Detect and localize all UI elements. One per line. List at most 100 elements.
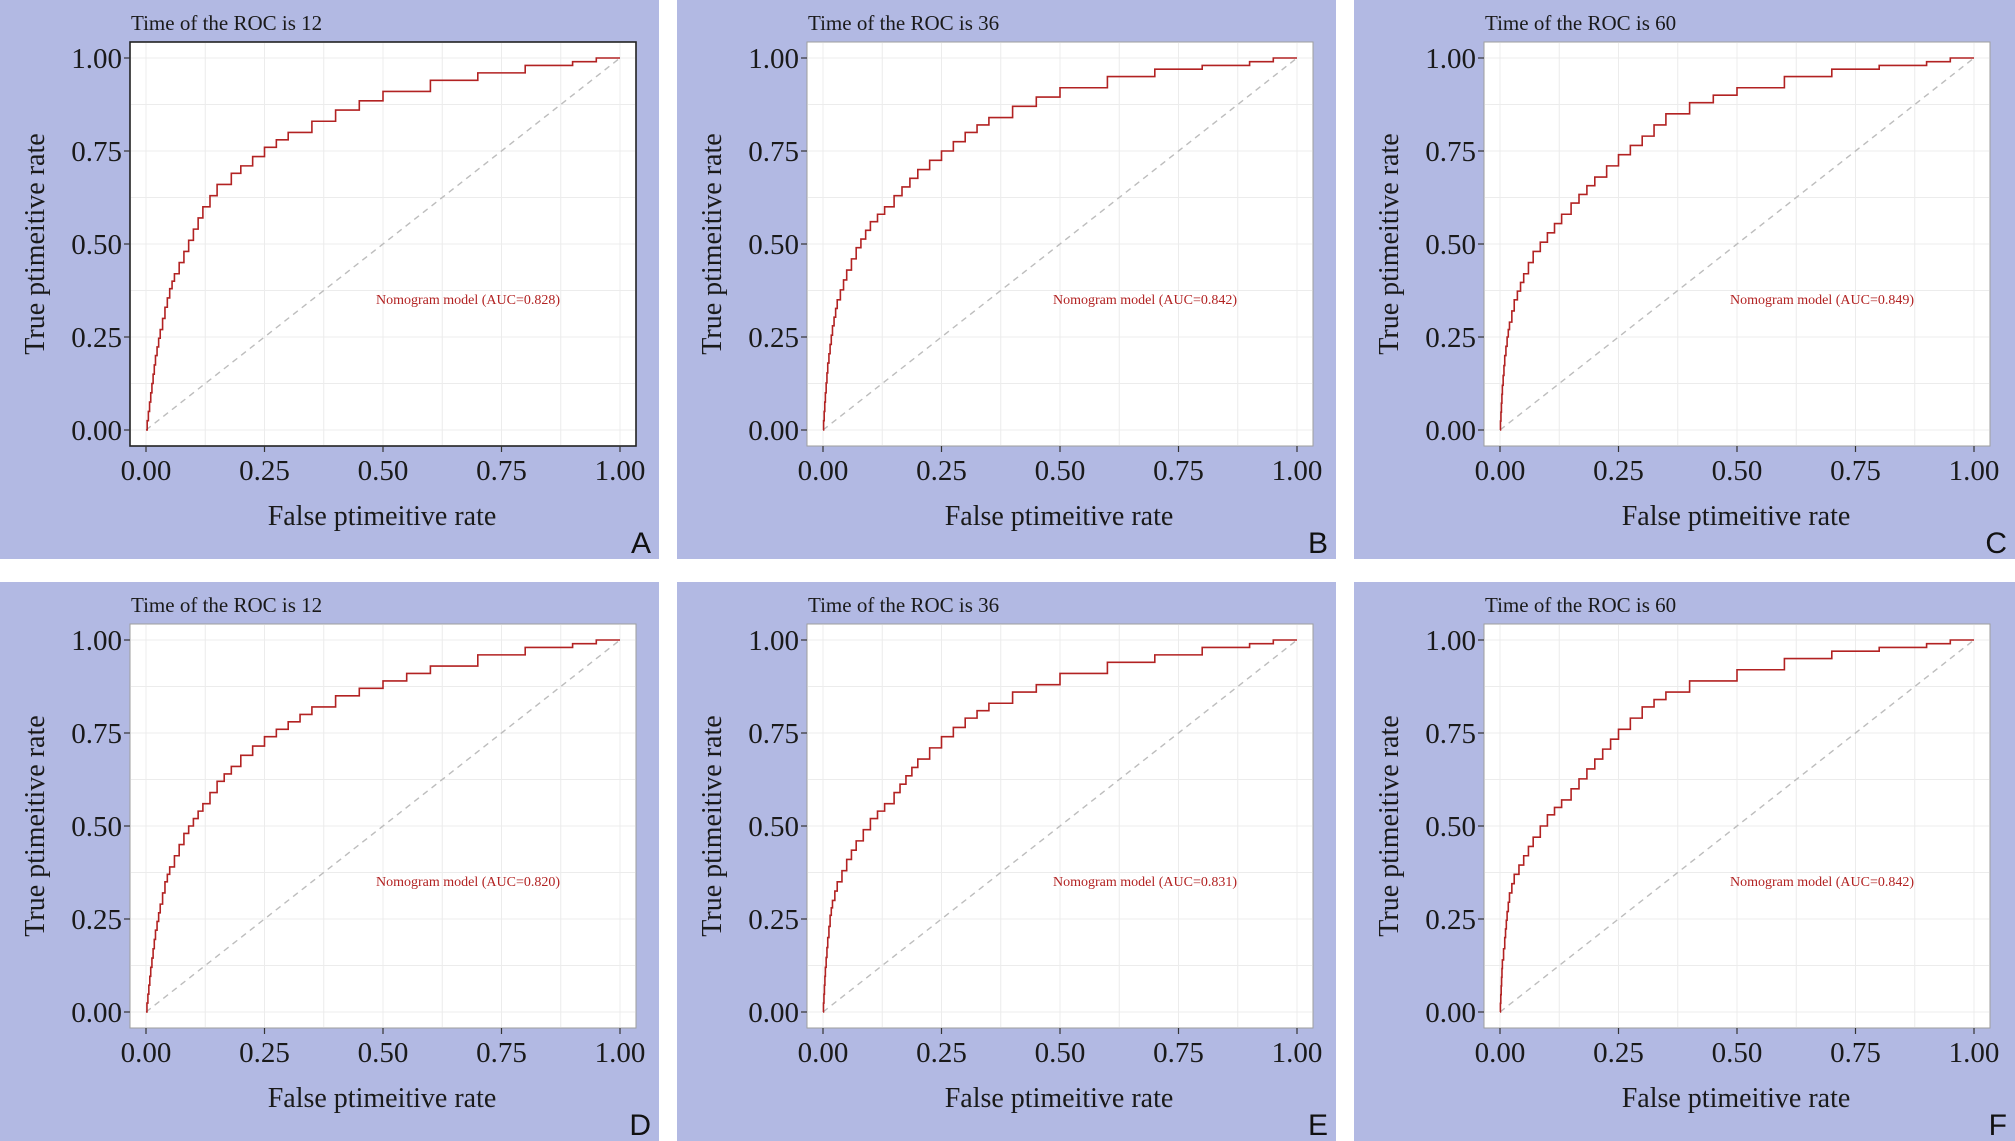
- x-tick-label: 1.00: [1272, 455, 1323, 487]
- x-tick-label: 0.25: [1593, 1037, 1644, 1069]
- y-axis-label: True ptimeitive rate: [697, 715, 728, 936]
- y-tick-label: 0.00: [71, 415, 122, 447]
- x-axis-label: False ptimeitive rate: [945, 501, 1174, 532]
- roc-chart-f: Time of the ROC is 60 0.00 0.25 0.50 0.75 1.0…: [1374, 593, 2000, 1114]
- auc-annotation: Nomogram model (AUC=0.820): [376, 875, 560, 890]
- roc-chart-a: Time of the ROC is 12 0.00 0.25 0.50 0.75 1.0…: [20, 11, 646, 532]
- x-tick-label: 0.25: [239, 1037, 290, 1069]
- roc-panel-b: Time of the ROC is 36 0.00 0.25 0.50 0.75 1.0…: [677, 0, 1336, 559]
- roc-panel-d: Time of the ROC is 12 0.00 0.25 0.50 0.75 1.0…: [0, 582, 659, 1141]
- reference-diagonal: [1499, 57, 1975, 431]
- y-tick-label: 0.50: [1425, 229, 1476, 261]
- y-tick-label: 0.00: [1425, 997, 1476, 1029]
- chart-title: Time of the ROC is 36: [808, 593, 999, 617]
- x-tick-label: 0.00: [1475, 455, 1526, 487]
- y-tick-label: 0.75: [1425, 718, 1476, 750]
- chart-title: Time of the ROC is 12: [131, 11, 322, 35]
- y-tick-label: 0.75: [71, 136, 122, 168]
- y-tick-label: 0.50: [71, 811, 122, 843]
- y-tick-label: 0.00: [748, 997, 799, 1029]
- x-axis-label: False ptimeitive rate: [1622, 501, 1851, 532]
- x-tick-label: 1.00: [595, 1037, 646, 1069]
- y-tick-label: 0.25: [1425, 904, 1476, 936]
- x-tick-label: 1.00: [595, 455, 646, 487]
- y-axis-label: True ptimeitive rate: [20, 133, 51, 354]
- x-axis-label: False ptimeitive rate: [1622, 1083, 1851, 1114]
- roc-chart-b: Time of the ROC is 36 0.00 0.25 0.50 0.75 1.0…: [697, 11, 1323, 532]
- roc-curve: [822, 57, 1297, 431]
- y-tick-label: 1.00: [748, 625, 799, 657]
- y-tick-label: 0.25: [71, 322, 122, 354]
- auc-annotation: Nomogram model (AUC=0.842): [1730, 875, 1914, 890]
- chart-title: Time of the ROC is 60: [1485, 593, 1676, 617]
- x-tick-label: 1.00: [1949, 1037, 2000, 1069]
- x-tick-label: 0.75: [1153, 455, 1204, 487]
- roc-chart-c: Time of the ROC is 60 0.00 0.25 0.50 0.75 1.0…: [1374, 11, 2000, 532]
- y-tick-label: 0.50: [748, 229, 799, 261]
- y-tick-label: 0.25: [748, 322, 799, 354]
- x-tick-label: 0.00: [121, 1037, 172, 1069]
- reference-diagonal: [822, 639, 1298, 1013]
- panel-letter: B: [1307, 527, 1328, 559]
- roc-curve: [146, 639, 620, 1013]
- roc-curve: [1499, 57, 1974, 431]
- y-tick-label: 0.50: [748, 811, 799, 843]
- y-tick-label: 0.50: [71, 229, 122, 261]
- x-tick-label: 0.75: [1830, 1037, 1881, 1069]
- chart-title: Time of the ROC is 12: [131, 593, 322, 617]
- roc-curve: [146, 57, 620, 431]
- auc-annotation: Nomogram model (AUC=0.831): [1053, 875, 1237, 890]
- x-tick-label: 0.50: [1035, 455, 1086, 487]
- y-tick-label: 0.25: [748, 904, 799, 936]
- auc-annotation: Nomogram model (AUC=0.849): [1730, 293, 1914, 308]
- x-axis-label: False ptimeitive rate: [945, 1083, 1174, 1114]
- y-axis-label: True ptimeitive rate: [20, 715, 51, 936]
- chart-title: Time of the ROC is 60: [1485, 11, 1676, 35]
- roc-panel-a: Time of the ROC is 12 0.00 0.25 0.50 0.75 1.0…: [0, 0, 659, 559]
- y-tick-label: 1.00: [1425, 43, 1476, 75]
- y-axis-label: True ptimeitive rate: [1374, 133, 1405, 354]
- x-tick-label: 1.00: [1949, 455, 2000, 487]
- y-tick-label: 1.00: [71, 43, 122, 75]
- y-tick-label: 0.00: [71, 997, 122, 1029]
- reference-diagonal: [822, 57, 1298, 431]
- y-tick-label: 0.75: [71, 718, 122, 750]
- roc-curve: [1499, 639, 1974, 1013]
- x-tick-label: 0.50: [1712, 1037, 1763, 1069]
- y-tick-label: 1.00: [1425, 625, 1476, 657]
- auc-annotation: Nomogram model (AUC=0.842): [1053, 293, 1237, 308]
- x-tick-label: 0.50: [358, 455, 409, 487]
- roc-panel-f: Time of the ROC is 60 0.00 0.25 0.50 0.75 1.0…: [1354, 582, 2015, 1141]
- x-tick-label: 0.00: [798, 455, 849, 487]
- panel-letter: F: [1988, 1109, 2007, 1141]
- y-tick-label: 1.00: [71, 625, 122, 657]
- panel-letter: A: [630, 527, 651, 559]
- roc-panel-e: Time of the ROC is 36 0.00 0.25 0.50 0.75 1.0…: [677, 582, 1336, 1141]
- x-tick-label: 0.75: [476, 1037, 527, 1069]
- y-tick-label: 0.50: [1425, 811, 1476, 843]
- x-tick-label: 0.25: [916, 1037, 967, 1069]
- x-tick-label: 0.50: [358, 1037, 409, 1069]
- y-tick-label: 0.00: [748, 415, 799, 447]
- panel-letter: E: [1307, 1109, 1328, 1141]
- y-tick-label: 0.25: [71, 904, 122, 936]
- x-tick-label: 0.50: [1712, 455, 1763, 487]
- roc-panel-c: Time of the ROC is 60 0.00 0.25 0.50 0.75 1.0…: [1354, 0, 2015, 559]
- x-tick-label: 0.25: [1593, 455, 1644, 487]
- roc-chart-e: Time of the ROC is 36 0.00 0.25 0.50 0.75 1.0…: [697, 593, 1322, 1114]
- x-axis-label: False ptimeitive rate: [268, 1083, 497, 1114]
- y-tick-label: 1.00: [748, 43, 799, 75]
- roc-chart-d: Time of the ROC is 12 0.00 0.25 0.50 0.75 1.0…: [20, 593, 646, 1114]
- y-tick-label: 0.75: [1425, 136, 1476, 168]
- x-tick-label: 0.50: [1035, 1037, 1086, 1069]
- panel-letter: D: [629, 1109, 651, 1141]
- x-tick-label: 0.75: [1153, 1037, 1204, 1069]
- y-tick-label: 0.75: [748, 718, 799, 750]
- auc-annotation: Nomogram model (AUC=0.828): [376, 293, 560, 308]
- x-tick-label: 0.25: [239, 455, 290, 487]
- y-tick-label: 0.75: [748, 136, 799, 168]
- y-axis-label: True ptimeitive rate: [697, 133, 728, 354]
- y-axis-label: True ptimeitive rate: [1374, 715, 1405, 936]
- reference-diagonal: [145, 57, 621, 431]
- y-tick-label: 0.25: [1425, 322, 1476, 354]
